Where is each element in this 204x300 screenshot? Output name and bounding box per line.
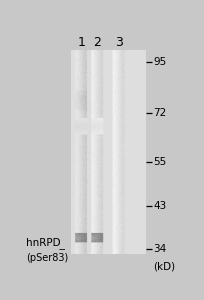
Text: 2: 2 (93, 36, 101, 49)
Text: 1: 1 (78, 36, 85, 49)
Text: 34: 34 (154, 244, 167, 254)
Text: hnRPD: hnRPD (26, 238, 61, 248)
Text: 43: 43 (154, 201, 167, 211)
Text: 95: 95 (154, 57, 167, 67)
Text: (pSer83): (pSer83) (26, 253, 69, 263)
Text: 3: 3 (115, 36, 123, 49)
Text: --: -- (59, 244, 66, 254)
Text: 72: 72 (154, 107, 167, 118)
Text: 55: 55 (154, 157, 167, 166)
Text: (kD): (kD) (154, 261, 176, 271)
